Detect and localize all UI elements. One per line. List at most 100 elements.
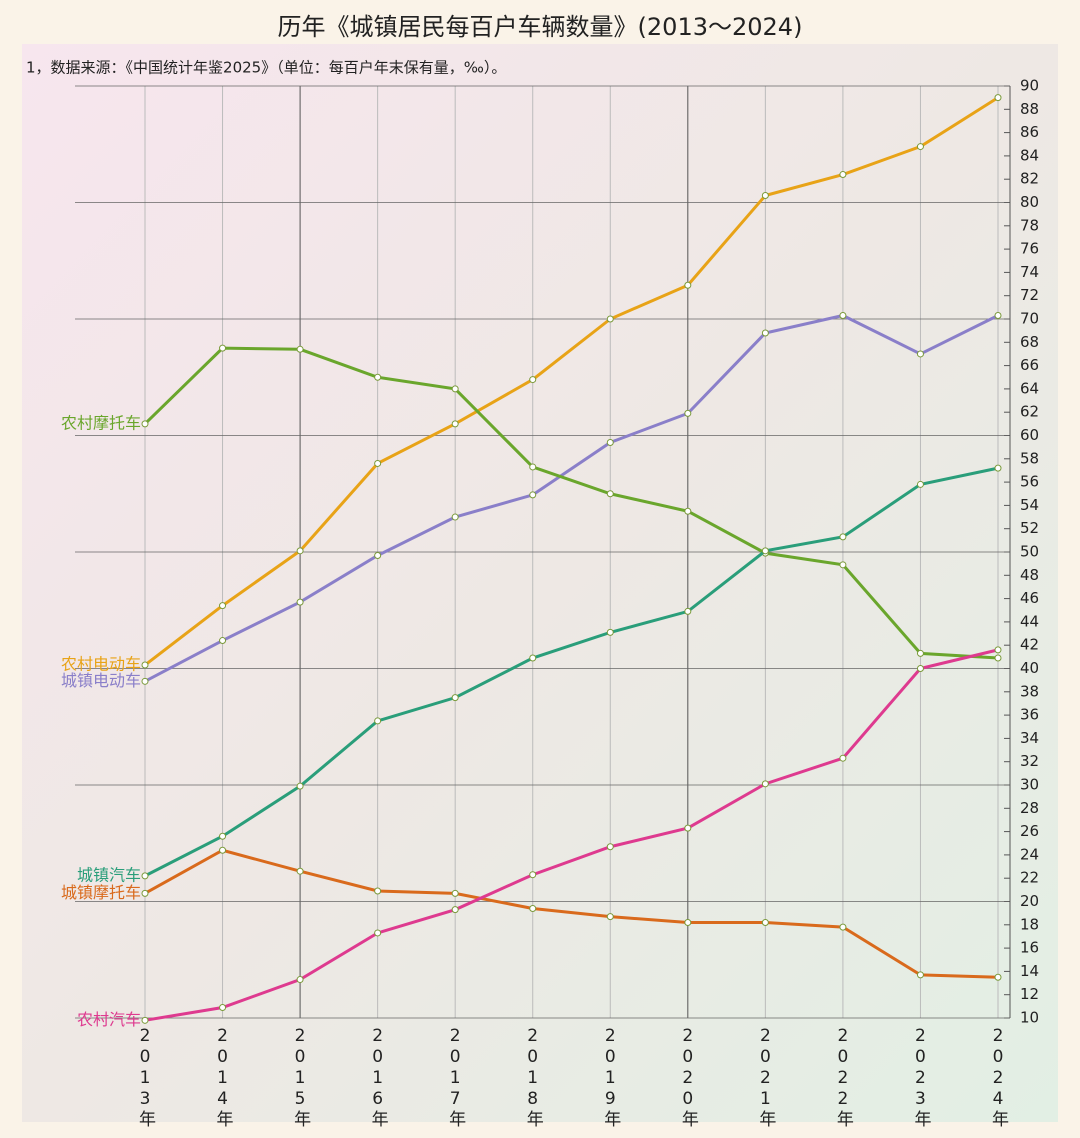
y-tick-label: 86 xyxy=(1020,123,1039,141)
y-tick-label: 70 xyxy=(1020,310,1039,328)
y-tick-label: 26 xyxy=(1020,822,1039,840)
point xyxy=(916,480,924,488)
y-tick-label: 50 xyxy=(1020,543,1039,561)
point xyxy=(761,192,769,200)
y-tick-label: 64 xyxy=(1020,379,1039,397)
point xyxy=(296,598,304,606)
point xyxy=(451,906,459,914)
point xyxy=(606,490,614,498)
point xyxy=(839,754,847,762)
point xyxy=(451,513,459,521)
series-label: 农村摩托车 xyxy=(61,413,141,432)
x-tick-label: 2023年 xyxy=(910,1026,931,1128)
point xyxy=(141,889,149,897)
y-tick-label: 38 xyxy=(1020,682,1039,700)
x-tick-label: 2017年 xyxy=(445,1026,466,1128)
plot-background xyxy=(22,44,1058,1122)
point xyxy=(761,547,769,555)
y-tick-label: 72 xyxy=(1020,286,1039,304)
point xyxy=(296,782,304,790)
point xyxy=(916,350,924,358)
y-tick-label: 62 xyxy=(1020,403,1039,421)
y-tick-label: 80 xyxy=(1020,193,1039,211)
x-tick-label: 2024年 xyxy=(988,1026,1009,1128)
series-line xyxy=(144,96,999,667)
point xyxy=(296,976,304,984)
y-tick-label: 90 xyxy=(1020,77,1039,95)
point xyxy=(916,143,924,151)
series-line xyxy=(144,466,999,878)
point xyxy=(916,649,924,657)
point xyxy=(684,824,692,832)
point xyxy=(606,315,614,323)
series-label: 城镇汽车 xyxy=(77,865,141,884)
point xyxy=(684,607,692,615)
series-line xyxy=(144,848,999,979)
point xyxy=(374,373,382,381)
y-tick-label: 88 xyxy=(1020,100,1039,118)
point xyxy=(451,385,459,393)
x-tick-label: 2020年 xyxy=(678,1026,699,1128)
point xyxy=(529,463,537,471)
point xyxy=(296,345,304,353)
y-tick-label: 52 xyxy=(1020,519,1039,537)
point xyxy=(684,918,692,926)
y-tick-label: 18 xyxy=(1020,915,1039,933)
series-label: 农村电动车 xyxy=(61,655,141,674)
series-line xyxy=(143,346,999,660)
x-tick-label: 2014年 xyxy=(213,1026,234,1128)
point xyxy=(994,654,1002,662)
point xyxy=(761,918,769,926)
point xyxy=(839,171,847,179)
point xyxy=(839,923,847,931)
y-tick-label: 24 xyxy=(1020,845,1039,863)
series-label: 农村汽车 xyxy=(77,1010,141,1029)
point xyxy=(529,654,537,662)
point xyxy=(141,1016,149,1024)
series-label: 城镇摩托车 xyxy=(61,883,141,902)
point xyxy=(684,409,692,417)
y-tick-label: 82 xyxy=(1020,170,1039,188)
point xyxy=(994,464,1002,472)
point xyxy=(994,94,1002,102)
point xyxy=(141,677,149,685)
y-tick-label: 12 xyxy=(1020,985,1039,1003)
point xyxy=(529,376,537,384)
point xyxy=(606,628,614,636)
y-tick-label: 30 xyxy=(1020,776,1039,794)
y-tick-label: 76 xyxy=(1020,240,1039,258)
y-tick-label: 34 xyxy=(1020,729,1039,747)
y-tick-label: 14 xyxy=(1020,962,1039,980)
point xyxy=(374,551,382,559)
point xyxy=(374,717,382,725)
chart-title: 历年《城镇居民每百户车辆数量》(2013～2024) xyxy=(278,13,803,41)
y-tick-label: 48 xyxy=(1020,566,1039,584)
y-tick-label: 16 xyxy=(1020,939,1039,957)
y-tick-label: 40 xyxy=(1020,659,1039,677)
y-tick-label: 44 xyxy=(1020,612,1039,630)
y-tick-label: 74 xyxy=(1020,263,1039,281)
point xyxy=(219,344,227,352)
y-tick-label: 10 xyxy=(1020,1009,1039,1027)
point xyxy=(684,281,692,289)
point xyxy=(839,561,847,569)
x-tick-label: 2015年 xyxy=(290,1026,311,1128)
point xyxy=(451,889,459,897)
point xyxy=(606,913,614,921)
point xyxy=(451,420,459,428)
x-tick-label: 2022年 xyxy=(833,1026,854,1128)
y-tick-label: 60 xyxy=(1020,426,1039,444)
x-tick-label: 2016年 xyxy=(368,1026,389,1128)
point xyxy=(374,887,382,895)
point xyxy=(684,507,692,515)
series-label: 城镇电动车 xyxy=(61,671,141,690)
y-tick-label: 56 xyxy=(1020,473,1039,491)
y-tick-label: 66 xyxy=(1020,356,1039,374)
y-tick-label: 68 xyxy=(1020,333,1039,351)
point xyxy=(529,871,537,879)
y-tick-label: 36 xyxy=(1020,706,1039,724)
chart-subtitle: 1，数据来源：《中国统计年鉴2025》（单位：每百户年末保有量，‰）。 xyxy=(26,59,506,77)
point xyxy=(994,312,1002,320)
point xyxy=(916,665,924,672)
point xyxy=(219,602,227,610)
